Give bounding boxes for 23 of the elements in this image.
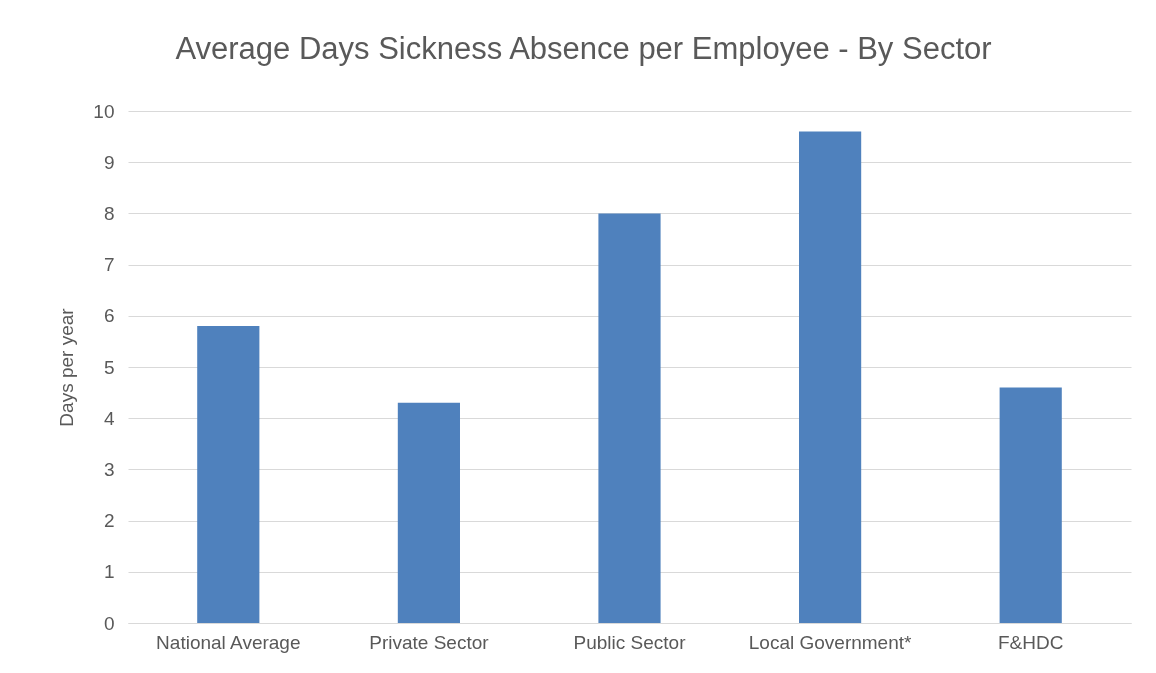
bar [799,131,862,623]
y-tick-label: 1 [103,561,115,583]
y-tick-label: 3 [103,458,115,480]
y-tick-label: 9 [103,151,115,173]
y-tick-label: 0 [103,612,115,634]
x-tick-label: Private Sector [369,631,490,653]
y-axis-title: Days per year [56,307,78,427]
y-tick-label: 7 [103,254,115,276]
x-tick-label: Public Sector [573,631,687,653]
x-tick-label: F&HDC [997,631,1064,653]
y-tick-label: 8 [103,202,115,224]
bar [197,326,260,623]
bar [999,387,1062,623]
y-tick-label: 6 [103,305,115,327]
y-tick-label: 5 [103,356,115,378]
x-tick-label: Local Government* [748,631,913,653]
chart-title: Average Days Sickness Absence per Employee - By Sector [175,31,992,66]
bar [397,402,460,623]
y-tick-label: 10 [93,100,115,122]
y-tick-label: 4 [103,407,115,429]
y-tick-label: 2 [103,510,115,532]
bar [598,213,661,623]
x-tick-label: National Average [156,631,301,653]
